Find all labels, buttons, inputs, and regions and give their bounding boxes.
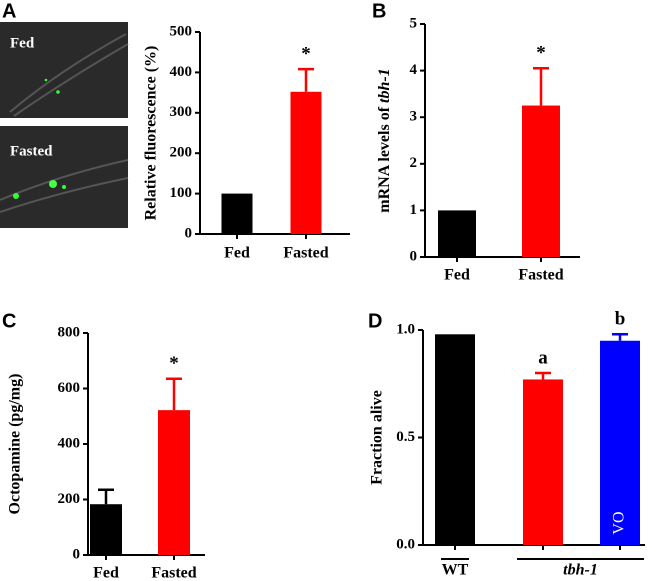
y-axis-label: mRNA levels of tbh-1	[376, 68, 393, 212]
image-label: Fed	[10, 35, 35, 51]
x-tick-label: Fasted	[518, 267, 563, 284]
y-tick-label: 500	[170, 23, 193, 39]
micrograph: Fed	[0, 22, 129, 118]
bar-label: *	[169, 353, 179, 374]
bar	[523, 379, 563, 545]
y-axis-label-part: tbh-1	[376, 68, 393, 103]
bar	[90, 504, 122, 555]
panel-letter: C	[2, 310, 16, 332]
y-tick-label: 0.5	[396, 429, 415, 445]
y-tick-label: 3	[410, 109, 418, 125]
bar	[290, 91, 322, 235]
y-tick-label: 300	[170, 104, 193, 120]
error-bar	[298, 67, 314, 92]
bar-label: *	[536, 43, 546, 64]
panel-letter: B	[372, 0, 386, 22]
micrograph: Fasted	[0, 126, 129, 228]
y-tick-label: 4	[410, 62, 418, 78]
error-bar	[612, 333, 628, 341]
bar-label: a	[538, 347, 548, 368]
y-tick-label: 0	[185, 225, 193, 241]
y-tick-label: 0	[73, 546, 81, 562]
y-tick-label: 1.0	[396, 321, 415, 337]
image-label: Fasted	[10, 143, 53, 159]
error-bar	[535, 371, 551, 380]
y-axis-label: Fraction alive	[369, 390, 386, 485]
y-tick-label: 2	[410, 155, 418, 171]
y-tick-label: 400	[58, 435, 81, 451]
bar	[438, 210, 476, 257]
error-bar	[166, 377, 182, 411]
panel-letter: D	[368, 310, 382, 332]
y-axis-label-part: mRNA levels of	[376, 103, 393, 213]
bar-label: *	[301, 44, 311, 65]
y-tick-label: 600	[58, 380, 81, 396]
x-tick-label: Fed	[444, 267, 470, 284]
y-tick-label: 400	[170, 64, 193, 80]
x-tick-label: Fasted	[151, 565, 196, 581]
y-tick-label: 200	[58, 491, 81, 507]
bar	[221, 193, 253, 234]
bar	[158, 410, 190, 555]
error-bar	[98, 488, 114, 505]
x-tick-label: Fed	[93, 565, 119, 581]
panel-letter: A	[2, 0, 16, 22]
x-tick-label: WT	[442, 562, 469, 579]
y-tick-label: 200	[170, 145, 193, 161]
y-tick-label: 800	[58, 324, 81, 340]
y-tick-label: 0.0	[396, 536, 415, 552]
y-axis-label: Octopamine (pg/mg)	[7, 374, 24, 515]
y-tick-label: 100	[170, 185, 193, 201]
error-bar	[533, 67, 549, 106]
x-tick-label: Fed	[224, 245, 250, 262]
y-tick-label: 0	[410, 248, 418, 264]
y-axis-label: Relative fluorescence (%)	[143, 46, 160, 221]
group-label: tbh-1	[563, 562, 598, 579]
y-tick-label: 5	[410, 15, 418, 31]
bar	[600, 340, 640, 545]
bar	[435, 334, 475, 545]
x-tick-label: Fasted	[283, 245, 328, 262]
bar-label: b	[615, 309, 626, 330]
y-tick-label: 1	[410, 202, 418, 218]
inner-label: VO	[611, 511, 628, 534]
bar	[522, 105, 560, 257]
